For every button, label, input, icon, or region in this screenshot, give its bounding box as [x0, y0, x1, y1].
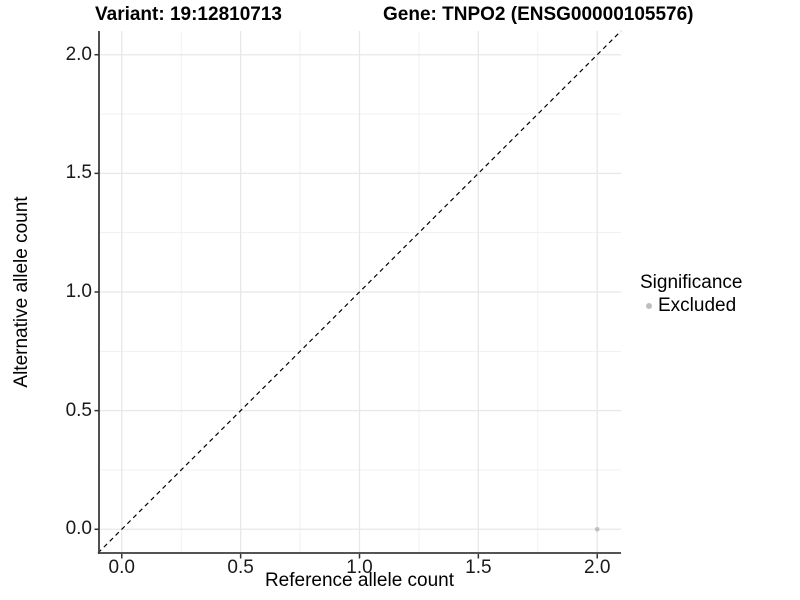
y-axis-title: Alternative allele count: [11, 196, 32, 388]
y-tick-label: 0.5: [65, 399, 92, 421]
gene-title: Gene: TNPO2 (ENSG00000105576): [383, 4, 694, 25]
legend-title: Significance: [640, 272, 743, 293]
legend-point-icon: [645, 302, 652, 309]
x-tick-label: 2.0: [584, 557, 611, 578]
legend-item-label: Excluded: [658, 294, 737, 316]
data-point: [594, 526, 600, 532]
legend-items: Excluded: [640, 295, 742, 316]
x-axis-title: Reference allele count: [264, 570, 455, 591]
x-tick-label: 1.0: [346, 557, 373, 578]
y-tick-label: 1.0: [65, 281, 92, 302]
identity-dashed-line: [97, 30, 622, 554]
legend-item: Excluded: [640, 295, 742, 316]
x-tick-label: 0.5: [227, 557, 254, 578]
y-tick-label: 2.0: [65, 43, 92, 65]
x-tick-label: 1.5: [465, 557, 492, 578]
y-tick-label: 1.5: [65, 162, 92, 184]
variant-title: Variant: 19:12810713: [95, 4, 282, 25]
legend-key: [640, 297, 657, 314]
x-tick-label: 0.0: [108, 557, 135, 578]
y-tick-label: 0.0: [65, 518, 92, 540]
legend: Significance Excluded: [640, 272, 742, 316]
